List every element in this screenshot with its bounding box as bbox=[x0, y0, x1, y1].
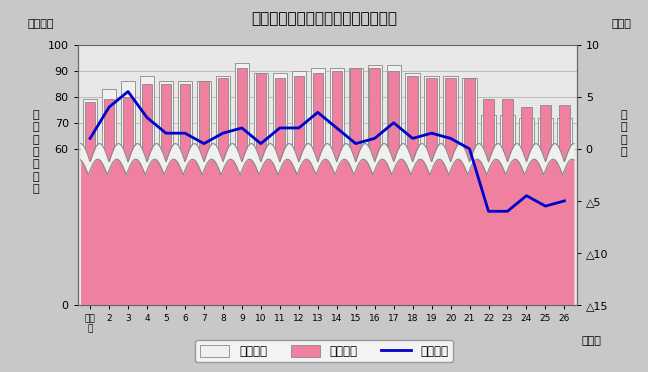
Bar bbox=[502, 99, 513, 305]
Bar bbox=[481, 115, 496, 305]
Bar bbox=[83, 99, 97, 305]
Bar bbox=[349, 68, 363, 305]
Text: 社
会
動
態: 社 会 動 態 bbox=[621, 110, 627, 157]
Bar bbox=[540, 105, 551, 305]
Bar bbox=[559, 105, 570, 305]
Bar bbox=[237, 68, 247, 305]
Bar bbox=[424, 76, 439, 305]
Text: 転入・転出者数及び社会動態の推移: 転入・転出者数及び社会動態の推移 bbox=[251, 11, 397, 26]
Bar bbox=[235, 63, 249, 305]
Bar bbox=[275, 78, 285, 305]
Bar bbox=[538, 118, 553, 305]
Bar bbox=[408, 76, 418, 305]
Bar bbox=[388, 71, 399, 305]
Text: （千）: （千） bbox=[612, 19, 632, 29]
Bar bbox=[483, 99, 494, 305]
Bar bbox=[159, 81, 173, 305]
Bar bbox=[330, 68, 344, 305]
Bar bbox=[519, 118, 533, 305]
Bar bbox=[521, 107, 531, 305]
Bar bbox=[121, 81, 135, 305]
Bar bbox=[218, 78, 228, 305]
Bar bbox=[426, 78, 437, 305]
Bar bbox=[142, 84, 152, 305]
Legend: 転入者数, 転出者数, 社会動態: 転入者数, 転出者数, 社会動態 bbox=[195, 340, 453, 362]
Bar bbox=[179, 84, 190, 305]
Bar bbox=[367, 65, 382, 305]
Bar bbox=[197, 81, 211, 305]
Bar bbox=[216, 76, 230, 305]
Bar bbox=[123, 97, 133, 305]
Bar bbox=[161, 84, 171, 305]
Bar bbox=[386, 65, 400, 305]
Bar bbox=[463, 78, 477, 305]
Bar bbox=[312, 73, 323, 305]
Bar bbox=[292, 71, 306, 305]
Bar bbox=[557, 118, 572, 305]
Text: 転
入
・
転
出
者
数: 転 入 ・ 転 出 者 数 bbox=[32, 110, 39, 194]
Bar bbox=[465, 78, 475, 305]
Text: （千人）: （千人） bbox=[28, 19, 54, 29]
Bar bbox=[406, 73, 420, 305]
Bar bbox=[102, 89, 116, 305]
Bar bbox=[104, 99, 114, 305]
Bar bbox=[443, 76, 457, 305]
Bar bbox=[140, 76, 154, 305]
Bar bbox=[500, 115, 515, 305]
Bar bbox=[445, 78, 456, 305]
Text: （年）: （年） bbox=[582, 336, 601, 346]
Bar bbox=[178, 81, 192, 305]
Bar bbox=[254, 73, 268, 305]
Bar bbox=[255, 73, 266, 305]
Bar bbox=[294, 76, 304, 305]
Bar bbox=[273, 73, 287, 305]
Bar bbox=[351, 68, 361, 305]
Bar bbox=[85, 102, 95, 305]
Bar bbox=[369, 68, 380, 305]
Bar bbox=[310, 68, 325, 305]
Bar bbox=[199, 81, 209, 305]
Bar bbox=[332, 71, 342, 305]
